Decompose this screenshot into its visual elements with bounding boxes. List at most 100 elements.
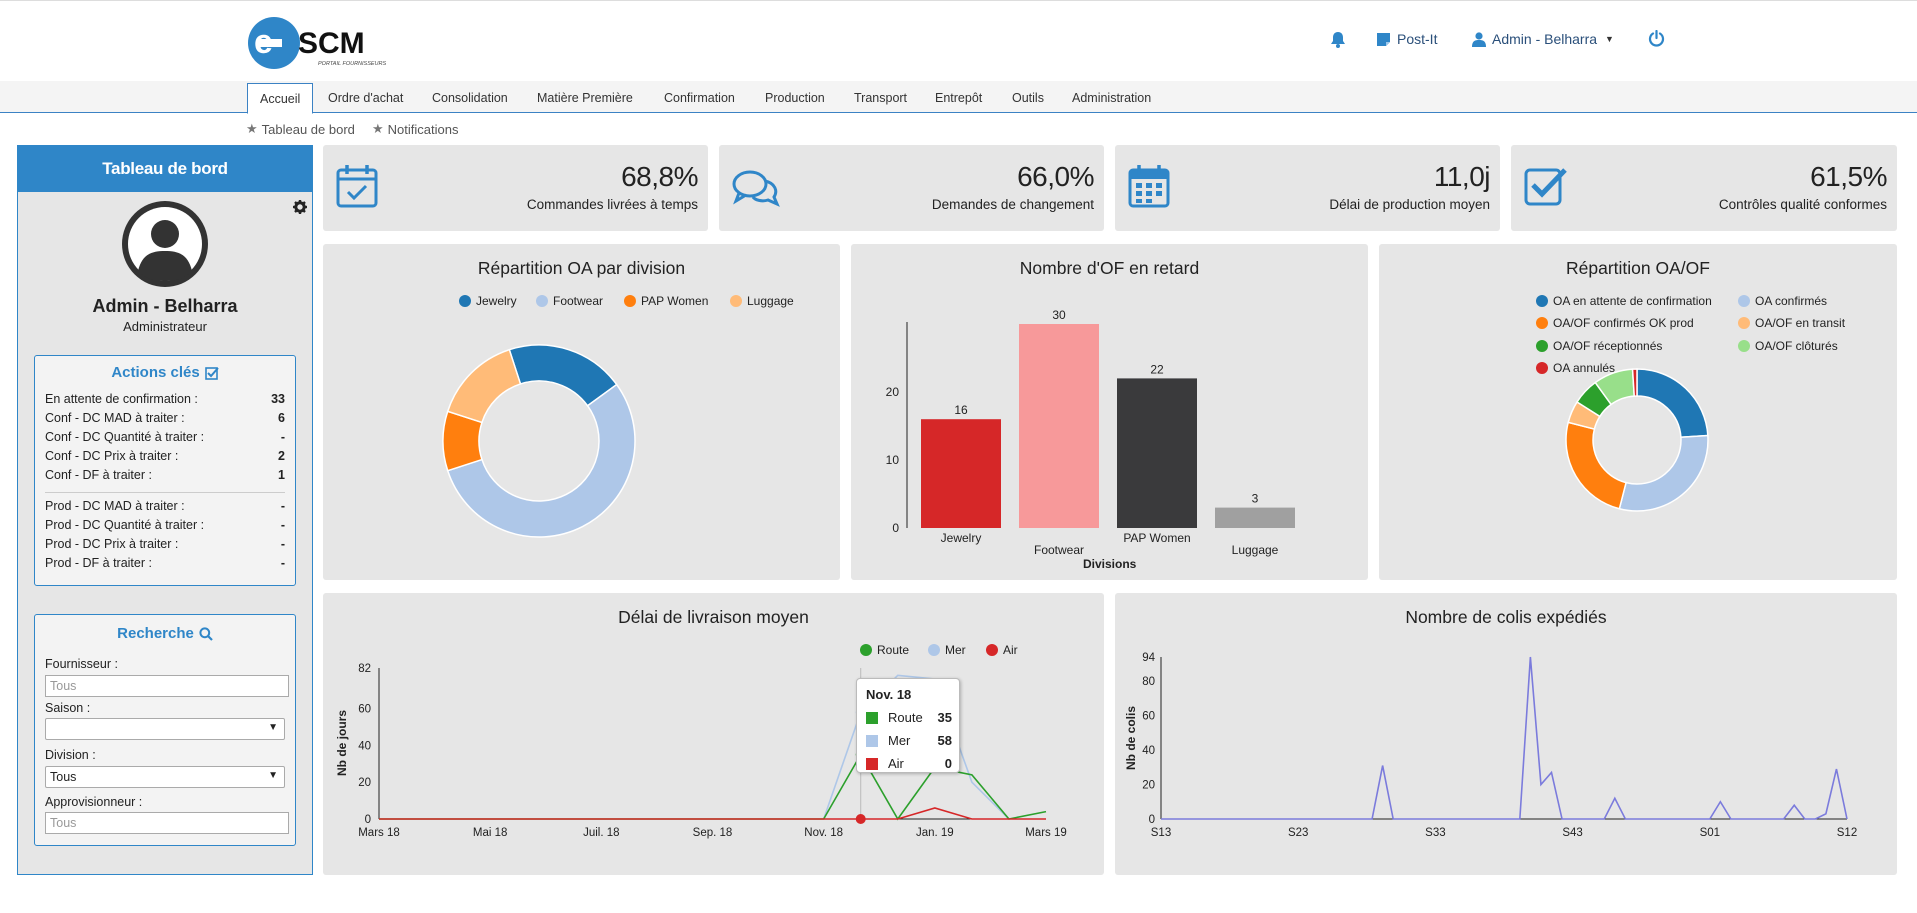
tab-consolidation[interactable]: Consolidation <box>432 91 508 105</box>
action-row[interactable]: Conf - DC MAD à traiter : 6 <box>45 411 285 425</box>
legend-dot <box>1536 317 1548 329</box>
y-tick-label: 60 <box>1142 711 1155 723</box>
oaof-slice <box>1618 434 1709 512</box>
hover-point <box>855 814 866 824</box>
bar <box>1215 507 1295 528</box>
legend-item-confirmes[interactable]: OA confirmés <box>1738 294 1827 308</box>
y-tick-label: 80 <box>1142 676 1155 688</box>
saison-select[interactable]: ▼ <box>45 718 285 740</box>
x-tick-label: Jewelry <box>941 531 982 545</box>
legend-item-footwear[interactable]: Footwear <box>536 294 603 308</box>
tab-outils[interactable]: Outils <box>1012 91 1044 105</box>
action-row[interactable]: Prod - DC Prix à traiter : - <box>45 537 285 551</box>
action-label: En attente de confirmation : <box>45 392 198 406</box>
division-select[interactable]: Tous ▼ <box>45 766 285 788</box>
user-icon <box>1472 31 1486 47</box>
crumb-tableau-de-bord[interactable]: ★ Tableau de bord <box>246 121 355 137</box>
tooltip-name: Mer <box>888 733 911 748</box>
kpi-card-commandes[interactable]: 68,8% Commandes livrées à temps <box>323 145 708 231</box>
y-tick-label: 20 <box>358 777 371 789</box>
actions-box: Actions clés En attente de confirmation … <box>34 355 296 586</box>
user-menu[interactable]: Admin - Belharra ▼ <box>1472 31 1614 47</box>
note-icon <box>1377 32 1390 46</box>
legend-item-pap[interactable]: PAP Women <box>624 294 708 308</box>
chart-card-repartition-oa: Répartition OA par division Jewelry Foot… <box>323 244 840 580</box>
logout-button[interactable] <box>1648 30 1665 47</box>
tab-ordre-achat[interactable]: Ordre d'achat <box>328 91 404 105</box>
legend-item-jewelry[interactable]: Jewelry <box>459 294 517 308</box>
legend-item-mer[interactable]: Mer <box>928 643 966 657</box>
legend-item-okprod[interactable]: OA/OF confirmés OK prod <box>1536 316 1694 330</box>
action-row[interactable]: Conf - DF à traiter : 1 <box>45 468 285 482</box>
division-slice <box>446 348 522 424</box>
crumb-notifications[interactable]: ★ Notifications <box>372 121 458 137</box>
action-label: Conf - DF à traiter : <box>45 468 152 482</box>
y-tick-label: 60 <box>358 704 371 716</box>
notifications-bell[interactable] <box>1330 31 1346 48</box>
line-chart-colis: 0 20 40 60 80 94 Nb de colis S13 S23 S33 S43 S01 S12 <box>1124 652 1857 839</box>
chart-card-delai-livraison: Délai de livraison moyen Route Mer Air 0… <box>323 593 1104 875</box>
chart-title: Nombre de colis expédiés <box>1405 607 1607 627</box>
star-icon: ★ <box>246 121 258 136</box>
legend-dot <box>1536 362 1548 374</box>
legend-item-luggage[interactable]: Luggage <box>730 294 794 308</box>
series-line-air <box>379 807 1046 820</box>
kpi-card-controles[interactable]: 61,5% Contrôles qualité conformes <box>1511 145 1897 231</box>
sidebar-title: Tableau de bord <box>18 146 312 192</box>
action-row[interactable]: Prod - DF à traiter : - <box>45 556 285 570</box>
tab-production[interactable]: Production <box>765 91 825 105</box>
tooltip-title: Nov. 18 <box>866 687 912 702</box>
escm-logo[interactable]: e SCM PORTAIL FOURNISSEURS <box>246 13 396 71</box>
y-tick-label: 40 <box>358 740 371 752</box>
chart-card-colis: Nombre de colis expédiés 0 20 40 60 80 94 Nb d… <box>1115 593 1897 875</box>
action-row[interactable]: Conf - DC Quantité à traiter : - <box>45 430 285 444</box>
donut-chart-oaof <box>1565 368 1709 512</box>
x-tick-label: Nov. 18 <box>804 827 843 839</box>
fournisseur-input[interactable]: Tous <box>45 675 289 697</box>
postit-link[interactable]: Post-It <box>1376 31 1437 47</box>
legend-item-transit[interactable]: OA/OF en transit <box>1738 316 1845 330</box>
sidebar: Tableau de bord Admin - Belharra Adminis… <box>17 145 313 875</box>
bar <box>921 419 1001 528</box>
tab-administration[interactable]: Administration <box>1072 91 1152 105</box>
legend-item-air[interactable]: Air <box>986 643 1018 657</box>
caret-down-icon: ▼ <box>268 770 278 781</box>
action-row[interactable]: Conf - DC Prix à traiter : 2 <box>45 449 285 463</box>
action-label: Prod - DC Quantité à traiter : <box>45 518 205 532</box>
series-line-mer <box>822 674 1010 820</box>
kpi-label: Demandes de changement <box>931 197 1094 212</box>
legend-dot <box>1738 295 1750 307</box>
svg-text:PORTAIL FOURNISSEURS: PORTAIL FOURNISSEURS <box>318 61 386 67</box>
action-row[interactable]: Prod - DC Quantité à traiter : - <box>45 518 285 532</box>
y-tick-label: 20 <box>886 385 900 399</box>
appro-input[interactable]: Tous <box>45 812 289 834</box>
tab-transport[interactable]: Transport <box>854 91 908 105</box>
legend-dot <box>1738 317 1750 329</box>
legend-item-attente[interactable]: OA en attente de confirmation <box>1536 294 1712 308</box>
kpi-label: Commandes livrées à temps <box>526 197 698 212</box>
chart-card-of-retard: Nombre d'OF en retard 0 10 20 16 Jewelry 30 Fo… <box>851 244 1368 580</box>
bar <box>1019 324 1099 528</box>
svg-text:SCM: SCM <box>298 27 365 60</box>
tab-entrepot[interactable]: Entrepôt <box>935 91 983 105</box>
actions-title: Actions clés <box>35 364 295 381</box>
legend-item-receptionnes[interactable]: OA/OF réceptionnés <box>1536 339 1662 353</box>
gear-icon[interactable] <box>293 200 307 214</box>
data-label: 30 <box>1052 308 1066 322</box>
legend-dot <box>459 295 471 307</box>
power-icon <box>1648 30 1665 47</box>
tab-accueil[interactable]: Accueil <box>247 83 314 114</box>
y-tick-label: 0 <box>892 521 899 535</box>
action-row[interactable]: Prod - DC MAD à traiter : - <box>45 499 285 513</box>
swatch <box>866 711 878 724</box>
x-tick-label: Mai 18 <box>473 827 508 839</box>
bell-icon <box>1331 32 1345 48</box>
kpi-card-demandes[interactable]: 66,0% Demandes de changement <box>719 145 1104 231</box>
tab-confirmation[interactable]: Confirmation <box>664 91 735 105</box>
legend-item-annules[interactable]: OA annulés <box>1536 361 1615 375</box>
action-row[interactable]: En attente de confirmation : 33 <box>45 392 285 406</box>
tab-matiere-premiere[interactable]: Matière Première <box>537 91 633 105</box>
legend-item-clotures[interactable]: OA/OF clôturés <box>1738 339 1838 353</box>
legend-item-route[interactable]: Route <box>860 643 909 657</box>
kpi-card-delai[interactable]: 11,0j Délai de production moyen <box>1115 145 1500 231</box>
